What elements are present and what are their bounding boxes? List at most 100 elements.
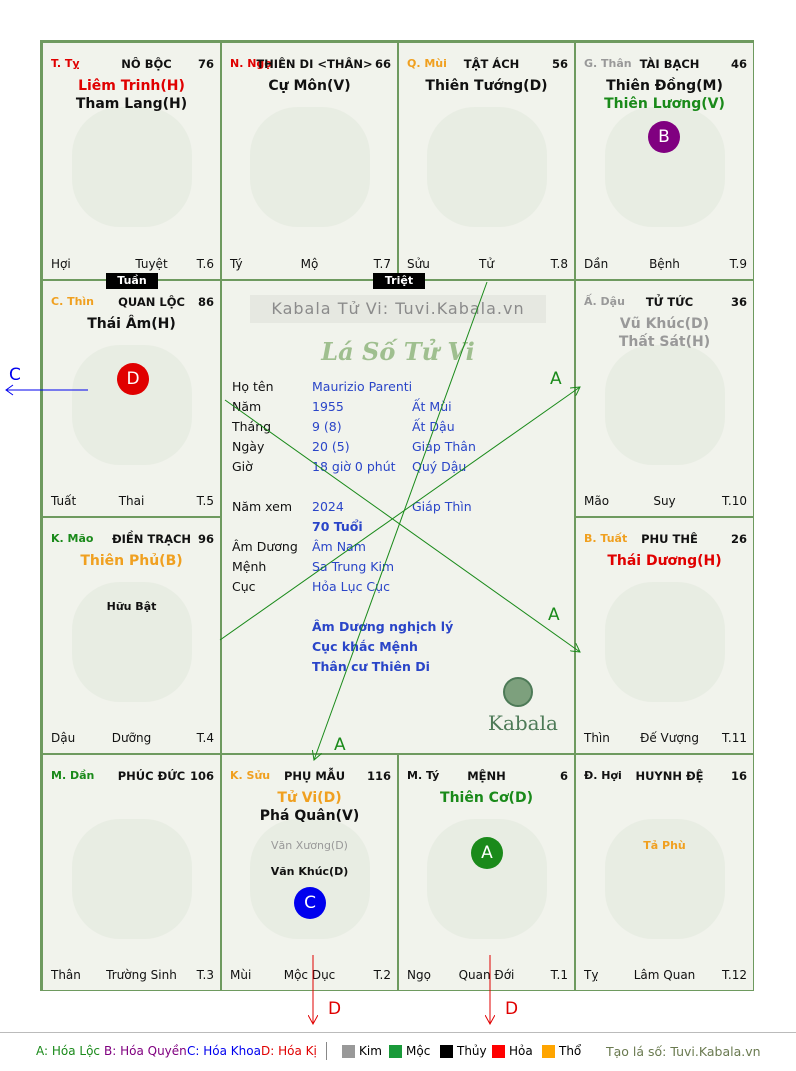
palace-name: HUYNH ĐỆ xyxy=(635,769,704,783)
triet-tag: Triệt xyxy=(373,273,425,289)
hoa-khoa-badge: C xyxy=(294,887,326,919)
palace-number: 16 xyxy=(730,769,747,783)
palace-number: 56 xyxy=(551,57,568,71)
palace-stem: M. Tý xyxy=(407,769,440,782)
minor-star: Tả Phù xyxy=(643,839,686,852)
cell-range: T.11 xyxy=(722,731,747,745)
cell-range: T.2 xyxy=(373,968,391,982)
arrow-label-d: D xyxy=(505,999,518,1019)
info-value: 2024 xyxy=(312,499,344,514)
note-line: Thân cư Thiên Di xyxy=(312,659,430,674)
info-value: Hỏa Lục Cục xyxy=(312,579,390,594)
palace-name: PHỤ MẪU xyxy=(283,769,346,783)
cell-range: T.3 xyxy=(196,968,214,982)
rooster-watermark xyxy=(604,344,725,465)
palace-name: THIÊN DI <THÂN> xyxy=(256,57,373,71)
arrow-head xyxy=(5,384,14,396)
cell-stage: Trường Sinh xyxy=(106,968,177,982)
cell-branch: Mão xyxy=(584,494,610,508)
dog-watermark xyxy=(604,581,725,702)
legend-bar: A: Hóa Lộc B: Hóa Quyền C: Hóa Khoa D: H… xyxy=(0,1032,796,1071)
info-label: Cục xyxy=(232,579,256,594)
palace-dien-trach: K. Mão ĐIỀN TRẠCH 96 Thiên Phủ(B) Hữu Bậ… xyxy=(42,517,221,754)
info-value: 20 (5) xyxy=(312,439,350,454)
chart-title: Lá Số Tử Vi xyxy=(321,337,475,366)
legend-kim: Kim xyxy=(359,1044,382,1058)
age-text: 70 Tuổi xyxy=(312,519,363,534)
palace-stem: Q. Mùi xyxy=(407,57,447,70)
palace-thien-di: N. Ngọ THIÊN DI <THÂN> 66 Cự Môn(V) Tý M… xyxy=(221,42,398,280)
moc-swatch xyxy=(389,1045,402,1058)
palace-phu-mau: K. Sửu PHỤ MẪU 116 Tử Vi(D) Phá Quân(V) … xyxy=(221,754,398,991)
cell-range: T.4 xyxy=(196,731,214,745)
palace-stem: C. Thìn xyxy=(51,295,95,308)
info-value-canchi: Giáp Thìn xyxy=(412,499,472,514)
cell-branch: Dần xyxy=(584,257,609,271)
info-label: Âm Dương xyxy=(232,539,298,554)
palace-stem: B. Tuất xyxy=(584,532,628,545)
palace-stem: Đ. Hợi xyxy=(584,769,622,782)
palace-stem: G. Thân xyxy=(584,57,632,70)
hoa-loc-badge: A xyxy=(471,837,503,869)
cell-range: T.12 xyxy=(722,968,747,982)
info-value: Maurizio Parenti xyxy=(312,379,413,394)
palace-tai-bach: G. Thân TÀI BẠCH 46 Thiên Đồng(M) Thiên … xyxy=(575,42,754,280)
legend-divider xyxy=(326,1042,327,1060)
note-line: Cục khắc Mệnh xyxy=(312,639,418,654)
palace-number: 116 xyxy=(366,769,391,783)
cell-branch: Hợi xyxy=(51,257,71,271)
legend-credit[interactable]: Tạo lá số: Tuvi.Kabala.vn xyxy=(606,1044,761,1059)
palace-stem: K. Sửu xyxy=(230,769,271,782)
info-label: Năm xyxy=(232,399,262,414)
main-star: Liêm Trinh(H) xyxy=(78,78,185,94)
info-value: Sa Trung Kim xyxy=(312,559,395,574)
palace-stem: M. Dần xyxy=(51,769,95,782)
legend-hoa-quyen: B: Hóa Quyền xyxy=(104,1044,187,1058)
cell-branch: Ngọ xyxy=(407,968,431,982)
info-label: Mệnh xyxy=(232,559,267,574)
cell-branch: Sửu xyxy=(407,257,430,271)
cell-branch: Thìn xyxy=(584,731,610,745)
cell-range: T.6 xyxy=(196,257,214,271)
cell-stage: Tuyệt xyxy=(135,257,168,271)
info-label: Tháng xyxy=(232,419,272,434)
hoa-quyen-badge: B xyxy=(648,121,680,153)
palace-name: PHÚC ĐỨC xyxy=(117,769,186,783)
cell-branch: Mùi xyxy=(230,968,252,982)
main-star: Thiên Cơ(D) xyxy=(440,790,533,806)
cell-range: T.8 xyxy=(550,257,568,271)
info-label: Ngày xyxy=(232,439,265,454)
main-star: Thiên Tướng(D) xyxy=(425,78,548,94)
snake-watermark xyxy=(71,107,192,227)
info-value-canchi: Ất Mùi xyxy=(412,399,452,414)
palace-number: 46 xyxy=(730,57,747,71)
palace-name: TẬT ÁCH xyxy=(463,57,520,71)
info-value: Âm Nam xyxy=(312,539,366,554)
cell-stage: Thai xyxy=(118,494,145,508)
legend-hoa-loc: A: Hóa Lộc xyxy=(36,1044,101,1058)
info-value: 1955 xyxy=(312,399,344,414)
cell-stage: Lâm Quan xyxy=(633,968,696,982)
arrow-label-d: D xyxy=(328,999,341,1019)
main-star: Phá Quân(V) xyxy=(259,808,360,824)
palace-name: MỆNH xyxy=(467,769,506,783)
cell-branch: Thân xyxy=(51,968,81,982)
main-star: Vũ Khúc(D) xyxy=(619,316,710,332)
info-value-canchi: Giáp Thân xyxy=(412,439,476,454)
legend-hoa: Hỏa xyxy=(509,1044,533,1058)
palace-name: PHU THÊ xyxy=(641,532,698,546)
palace-no-boc: T. Tỵ NÔ BỘC 76 Liêm Trinh(H) Tham Lang(… xyxy=(42,42,221,280)
legend-hoa-ki: D: Hóa Kị xyxy=(261,1044,317,1058)
cell-range: T.1 xyxy=(550,968,568,982)
pig-watermark xyxy=(604,818,725,939)
goat-watermark xyxy=(426,107,547,227)
cell-stage: Quan Đới xyxy=(458,968,515,982)
palace-name: QUAN LỘC xyxy=(118,295,185,309)
palace-phuc-duc: M. Dần PHÚC ĐỨC 106 Thân Trường Sinh T.3 xyxy=(42,754,221,991)
palace-number: 86 xyxy=(197,295,214,309)
palace-stem: Ấ. Dậu xyxy=(584,295,625,308)
info-value: 9 (8) xyxy=(312,419,342,434)
palace-tat-ach: Q. Mùi TẬT ÁCH 56 Thiên Tướng(D) Sửu Tử … xyxy=(398,42,575,280)
cell-stage: Bệnh xyxy=(649,257,680,271)
legend-tho: Thổ xyxy=(559,1044,582,1058)
